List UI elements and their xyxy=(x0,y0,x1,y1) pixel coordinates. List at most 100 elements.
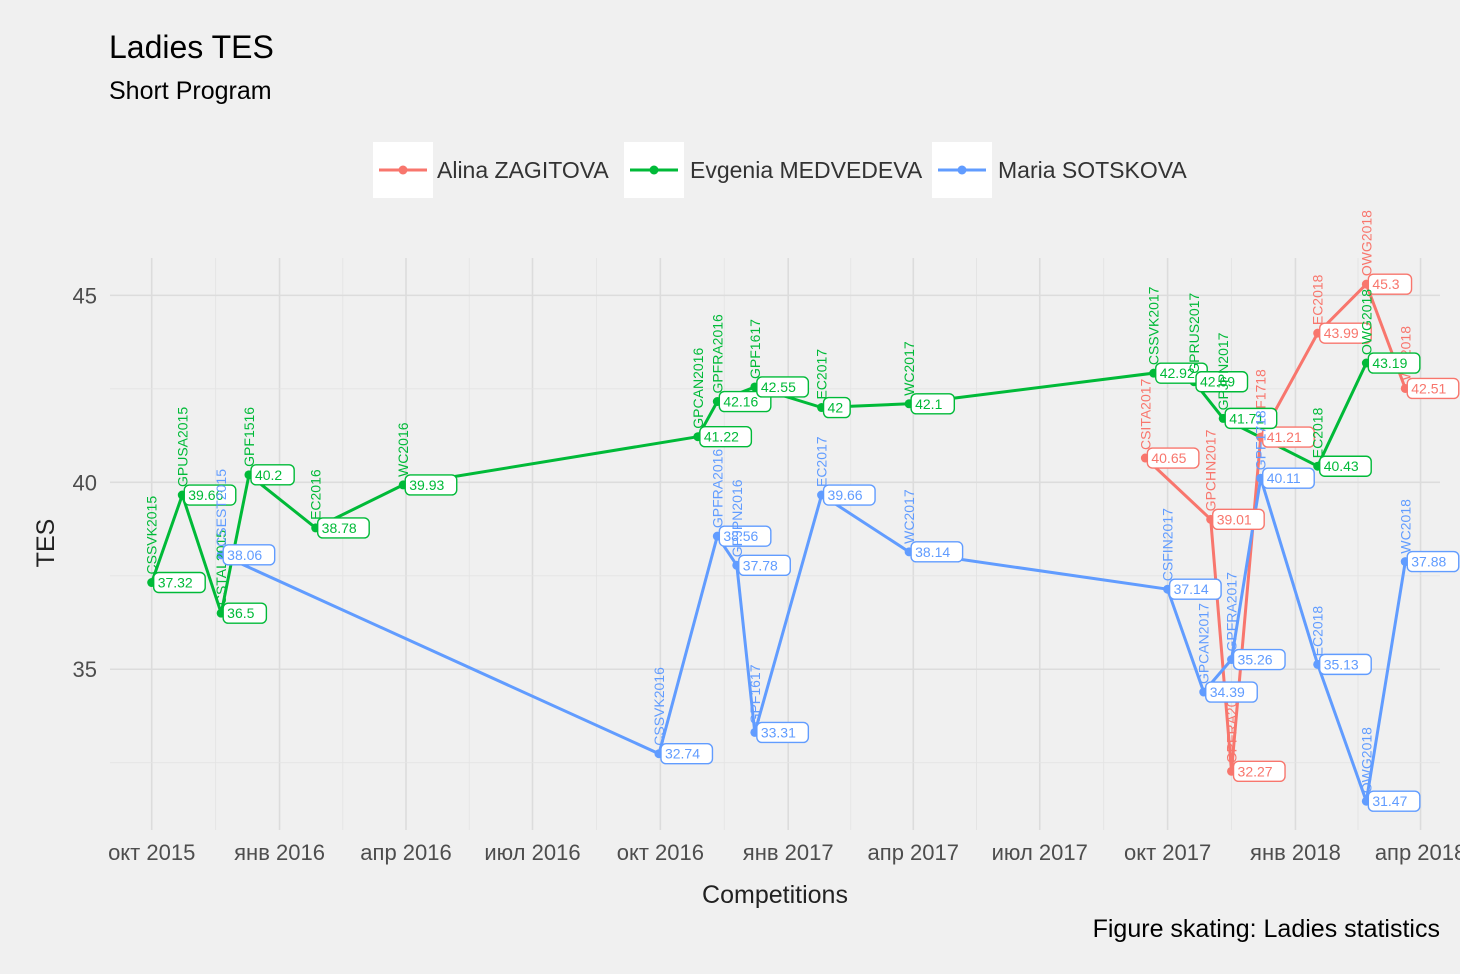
value-label: 45.3 xyxy=(1372,276,1399,292)
value-label: 35.13 xyxy=(1324,656,1359,672)
value-label: 32.27 xyxy=(1238,763,1273,779)
y-axis-label: TES xyxy=(32,519,60,568)
legend: Alina ZAGITOVA Evgenia MEDVEDEVA Maria SOT… xyxy=(373,142,1187,198)
value-label: 42.51 xyxy=(1411,380,1446,396)
competition-label: GPFRA2017 xyxy=(1224,572,1240,652)
value-label: 35.26 xyxy=(1238,652,1273,668)
value-label: 37.78 xyxy=(743,557,778,573)
value-label: 32.74 xyxy=(665,746,700,762)
chart-subtitle: Short Program xyxy=(109,77,272,105)
value-label: 42.69 xyxy=(1200,374,1235,390)
competition-label: CSITA2017 xyxy=(1137,378,1153,450)
legend-label: Alina ZAGITOVA xyxy=(437,157,609,183)
value-label: 37.88 xyxy=(1411,554,1446,570)
x-tick-label: окт 2017 xyxy=(1124,840,1211,865)
legend-key-dot xyxy=(398,165,408,175)
competition-label: GPUSA2015 xyxy=(174,407,190,487)
value-label-box xyxy=(756,721,810,744)
value-label-box xyxy=(1319,653,1372,676)
value-label-box xyxy=(1211,508,1265,531)
legend-label: Evgenia MEDVEDEVA xyxy=(690,157,923,183)
value-label: 37.14 xyxy=(1174,581,1209,597)
legend-key-dot xyxy=(649,165,659,175)
competition-label: CSEST2015 xyxy=(213,469,229,547)
competition-label: EC2017 xyxy=(814,436,830,487)
value-label: 37.32 xyxy=(158,575,193,591)
value-label: 34.39 xyxy=(1210,684,1245,700)
value-label-box xyxy=(1262,426,1315,448)
value-label: 43.99 xyxy=(1324,325,1359,341)
value-label-box xyxy=(1232,760,1286,783)
value-label: 40.2 xyxy=(255,467,282,483)
x-tick-label: янв 2016 xyxy=(234,840,325,865)
value-label-box xyxy=(222,544,276,566)
value-label-box xyxy=(222,602,268,624)
x-tick-label: янв 2018 xyxy=(1250,840,1341,865)
value-label-box xyxy=(1168,578,1222,600)
x-tick-label: апр 2018 xyxy=(1375,840,1460,865)
x-tick-label: апр 2017 xyxy=(868,840,959,865)
value-label-box xyxy=(718,525,772,547)
value-label-box xyxy=(910,541,964,563)
value-label-box xyxy=(250,464,295,486)
value-label-box xyxy=(756,376,810,398)
value-label-box xyxy=(718,390,772,413)
competition-label: GPJPN2016 xyxy=(729,479,745,557)
plot-panel xyxy=(110,258,1440,830)
value-label: 33.31 xyxy=(761,724,796,740)
value-label: 39.01 xyxy=(1217,511,1252,527)
value-label-box xyxy=(183,484,237,506)
value-label: 42.16 xyxy=(723,394,758,410)
competition-label: GPFRA2016 xyxy=(709,449,725,529)
value-label-box xyxy=(738,554,791,577)
value-label: 43.19 xyxy=(1372,355,1407,371)
competition-label: GPF1617 xyxy=(747,664,763,724)
competition-label: GPCAN2017 xyxy=(1196,603,1212,684)
competition-label: GPFRA2017 xyxy=(1224,684,1240,764)
value-label: 40.65 xyxy=(1151,450,1186,466)
value-label: 31.47 xyxy=(1372,793,1407,809)
y-tick-label: 35 xyxy=(73,657,97,682)
y-tick-labels: 35 40 45 xyxy=(73,283,97,682)
value-label: 40.43 xyxy=(1324,458,1359,474)
competition-label: CSFIN2017 xyxy=(1160,508,1176,581)
value-label-box xyxy=(1146,447,1200,469)
value-label-box xyxy=(1232,648,1286,671)
x-tick-labels: окт 2015 янв 2016 апр 2016 июл 2016 окт 2016… xyxy=(108,840,1460,865)
competition-label: WC2018 xyxy=(1397,499,1413,554)
competition-label: CSSVK2017 xyxy=(1146,286,1162,365)
value-label-box xyxy=(1367,273,1413,295)
competition-label: EC2016 xyxy=(308,469,324,520)
competition-label: WC2016 xyxy=(395,422,411,477)
competition-label: GPFRA2016 xyxy=(709,314,725,394)
value-label: 39.66 xyxy=(188,487,223,503)
competition-label: EC2017 xyxy=(814,349,830,400)
legend-label: Maria SOTSKOVA xyxy=(998,157,1187,183)
competition-label: OWG2018 xyxy=(1358,210,1374,276)
x-tick-label: июл 2016 xyxy=(484,840,580,865)
value-label-box xyxy=(1406,550,1460,573)
value-label: 39.66 xyxy=(828,487,863,503)
value-label-box xyxy=(1367,352,1421,374)
value-label-box xyxy=(1205,681,1258,703)
value-label-box xyxy=(316,517,370,539)
value-label-box xyxy=(1406,377,1460,400)
x-tick-label: июл 2017 xyxy=(992,840,1088,865)
competition-label: GPJPN2017 xyxy=(1215,332,1231,410)
competition-label: GPRUS2017 xyxy=(1186,293,1202,374)
competition-label: GPCAN2016 xyxy=(690,348,706,429)
x-tick-label: окт 2015 xyxy=(108,840,195,865)
value-label: 41.22 xyxy=(704,429,739,445)
competition-label: WC2017 xyxy=(901,341,917,396)
value-label: 38.78 xyxy=(322,520,357,536)
value-label-box xyxy=(1319,322,1372,344)
competition-label: CSSVK2015 xyxy=(144,496,160,575)
value-label: 42.55 xyxy=(761,379,796,395)
chart-caption: Figure skating: Ladies statistics xyxy=(1093,915,1440,943)
value-label: 38.14 xyxy=(915,544,950,560)
competition-label: GPCHN2017 xyxy=(1203,429,1219,511)
value-label: 38.56 xyxy=(723,528,758,544)
y-tick-label: 45 xyxy=(73,283,97,308)
x-tick-label: янв 2017 xyxy=(743,840,834,865)
value-label: 38.06 xyxy=(227,547,262,563)
